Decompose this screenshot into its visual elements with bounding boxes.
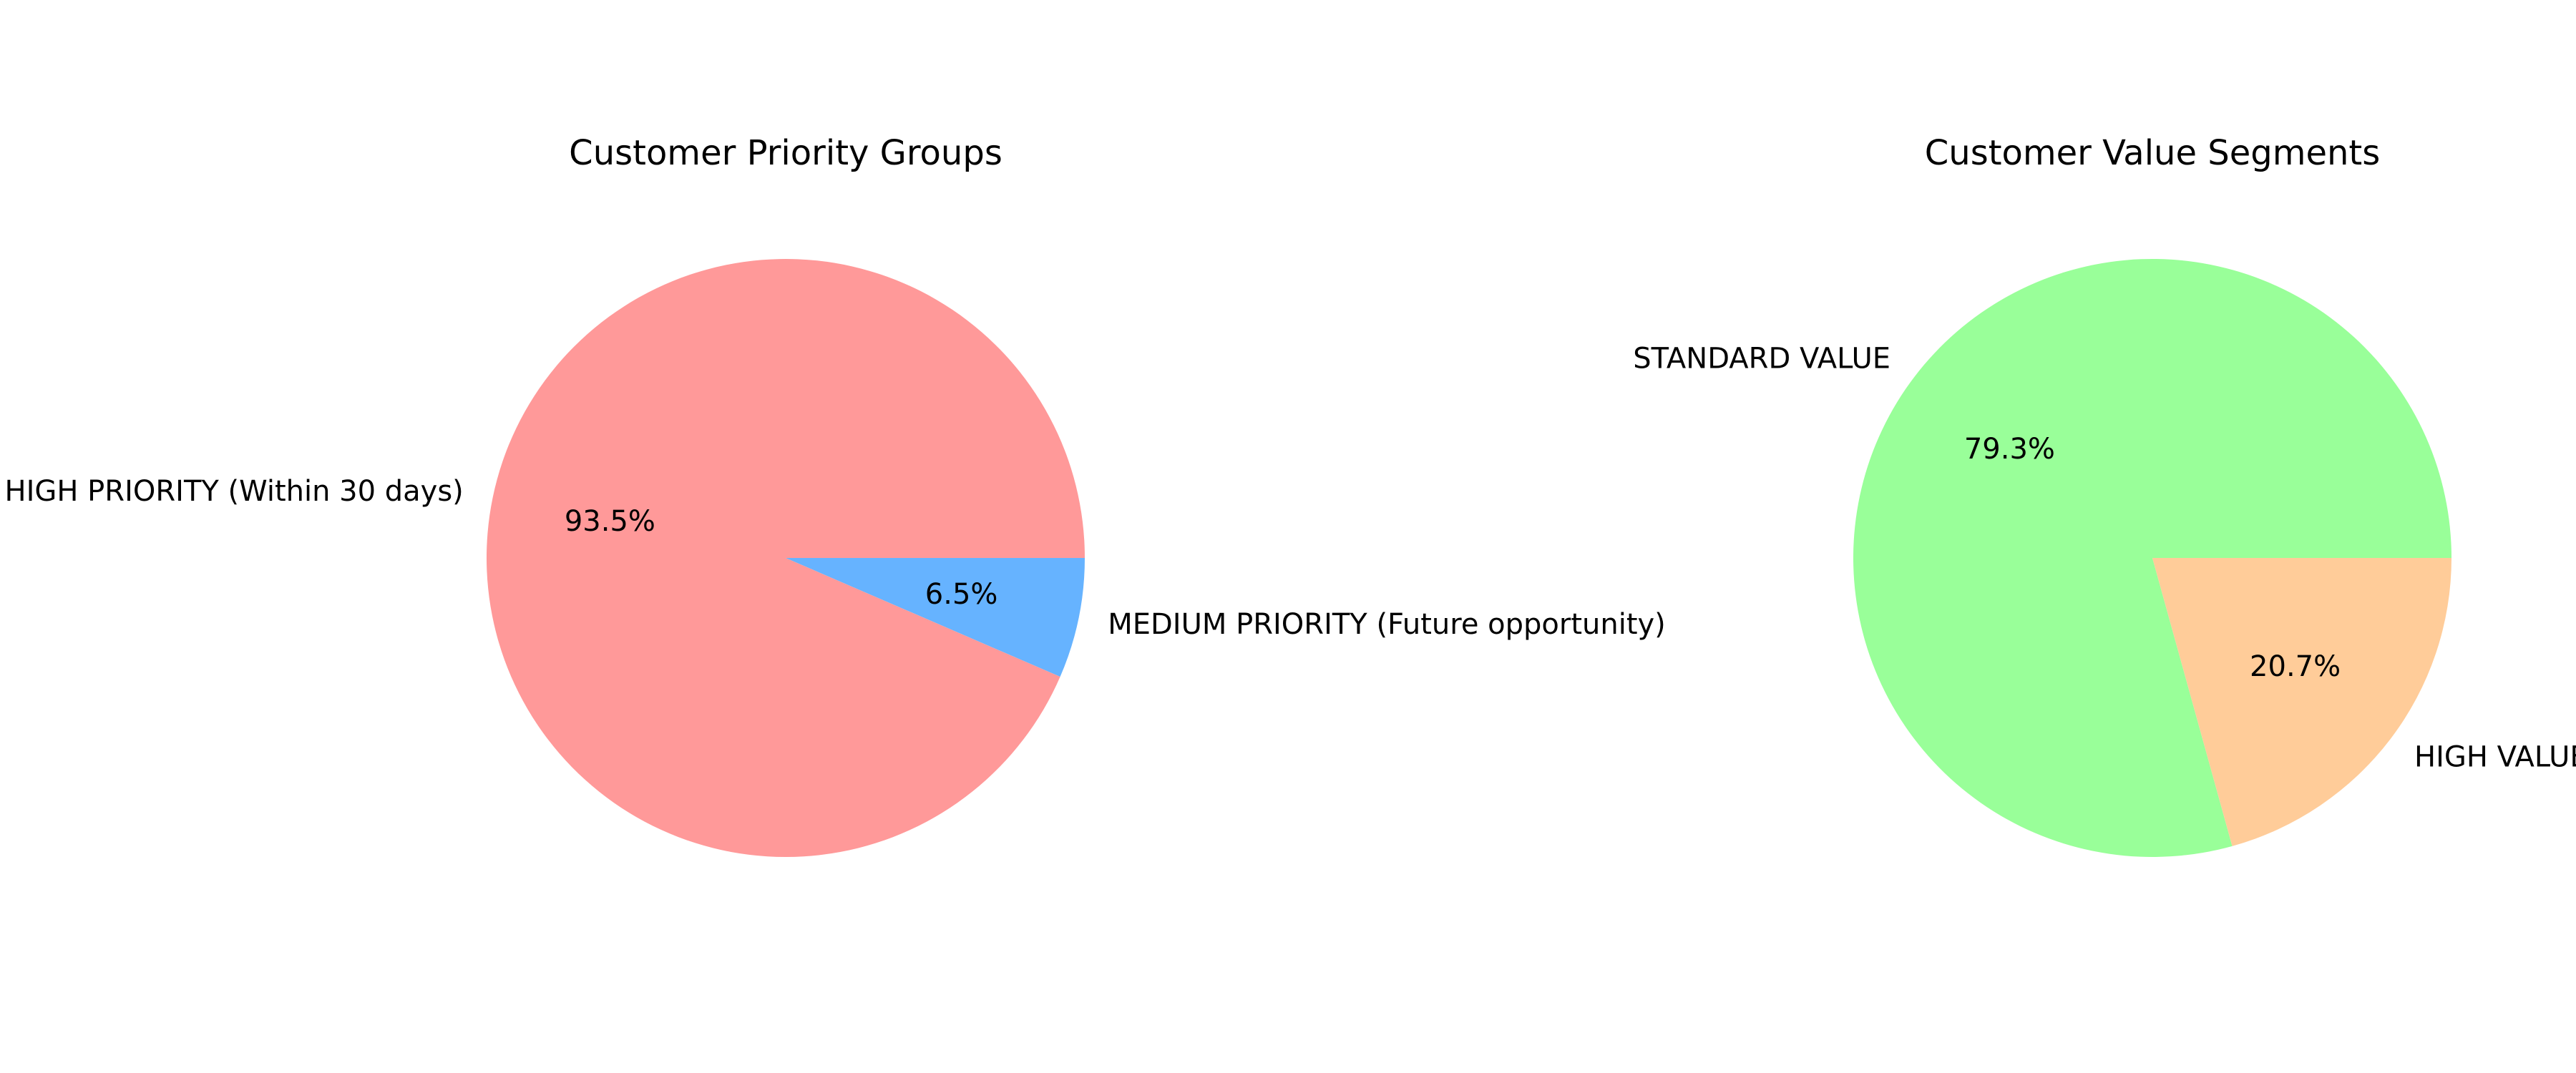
pie-slice-standard-value [1853, 259, 2451, 858]
pie-category-label: HIGH VALUE [2414, 740, 2576, 773]
pie-slice-high-priority-within-30-days [486, 258, 1085, 857]
pie-percent-label: 6.5% [925, 578, 998, 611]
pie-category-label: HIGH PRIORITY (Within 30 days) [5, 475, 464, 508]
chart-title: Customer Value Segments [1925, 133, 2381, 173]
pie-slice-medium-priority-future-opportunity [786, 558, 1085, 677]
customer-value-pie: Customer Value Segments 79.3% STANDARD VA… [1633, 133, 2576, 858]
pie-percent-label: 20.7% [2250, 650, 2341, 683]
pie-category-label: STANDARD VALUE [1633, 343, 1890, 376]
customer-priority-pie: Customer Priority Groups 93.5% HIGH PRIOR… [5, 133, 1666, 857]
pie-slice-high-value [2152, 558, 2451, 846]
chart-title: Customer Priority Groups [569, 133, 1002, 173]
pie-percent-label: 79.3% [1964, 433, 2055, 466]
pie-percent-label: 93.5% [565, 505, 655, 538]
pie-category-label: MEDIUM PRIORITY (Future opportunity) [1108, 608, 1666, 641]
